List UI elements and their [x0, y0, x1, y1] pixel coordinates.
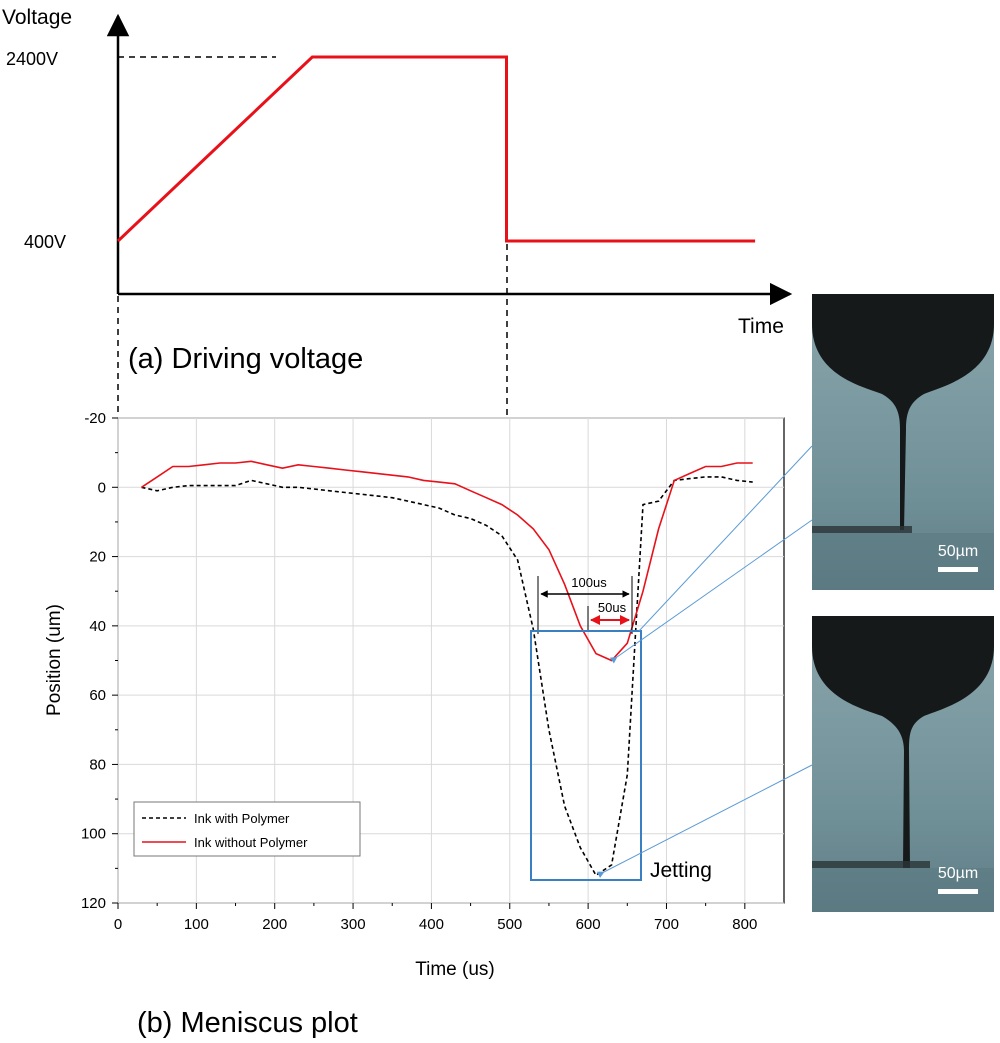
scale-label-top: 50µm [938, 543, 978, 560]
meniscus-ylabel: Position (um) [44, 604, 65, 716]
x-tick-label: 600 [576, 916, 601, 933]
legend-box [133, 801, 361, 857]
jetting-label: Jetting [650, 859, 712, 882]
connector-line-top-2 [609, 519, 813, 664]
legend-label-polymer: Ink with Polymer [194, 811, 290, 826]
connector-line-bottom [596, 764, 813, 878]
nozzle-shape-bottom [812, 616, 994, 868]
nozzle-shape-top [812, 294, 994, 530]
x-tick-label: 500 [497, 916, 522, 933]
voltage-tick-high: 2400V [6, 49, 58, 69]
meniscus-ticks: 0 100 200 300 400 500 600 700 800 -20 0 20 40 60 80 100… [81, 410, 757, 933]
voltage-tick-low: 400V [24, 232, 66, 252]
voltage-ylabel: Voltage [2, 6, 72, 29]
jetting-box [530, 630, 642, 881]
y-tick-label: -20 [84, 410, 106, 427]
scale-bar-bottom [938, 889, 978, 894]
y-tick-label: 20 [89, 549, 106, 566]
y-tick-label: 80 [89, 756, 106, 773]
series-line-1 [141, 460, 753, 662]
legend-label-no-polymer: Ink without Polymer [194, 835, 308, 850]
y-tick-label: 120 [81, 895, 106, 912]
micrograph-meniscus: 50µm [812, 294, 994, 590]
y-tick-label: 60 [89, 687, 106, 704]
series-line-0 [141, 476, 753, 877]
voltage-caption: (a) Driving voltage [128, 343, 363, 375]
meniscus-caption: (b) Meniscus plot [137, 1007, 358, 1039]
connector-line-top-1 [638, 445, 813, 632]
substrate-glass-top [812, 533, 994, 590]
driving-voltage-waveform [116, 55, 756, 243]
x-tick-label: 700 [654, 916, 679, 933]
x-tick-label: 300 [341, 916, 366, 933]
micrograph-jetting: 50µm [812, 616, 994, 912]
y-tick-label: 100 [81, 826, 106, 843]
y-tick-label: 0 [98, 479, 106, 496]
voltage-panel: Voltage Time 2400V 400V (a) Driving volt… [2, 6, 793, 415]
scale-bar-top [938, 567, 978, 572]
substrate-line-top [812, 526, 912, 533]
voltage-xlabel: Time [738, 315, 784, 338]
substrate-line-bottom [812, 861, 930, 868]
x-tick-label: 100 [184, 916, 209, 933]
interval-100us-label: 100us [571, 575, 607, 590]
meniscus-series [141, 460, 753, 877]
meniscus-legend: Ink with Polymer Ink without Polymer [133, 801, 361, 857]
x-tick-label: 400 [419, 916, 444, 933]
x-tick-label: 0 [114, 916, 122, 933]
x-tick-label: 800 [732, 916, 757, 933]
meniscus-xlabel: Time (us) [415, 959, 495, 980]
scale-label-bottom: 50µm [938, 865, 978, 882]
y-tick-label: 40 [89, 618, 106, 635]
x-tick-label: 200 [262, 916, 287, 933]
meniscus-panel: 0 100 200 300 400 500 600 700 800 -20 0 20 40 60 80 100… [44, 410, 785, 1039]
interval-50us-label: 50us [598, 600, 627, 615]
